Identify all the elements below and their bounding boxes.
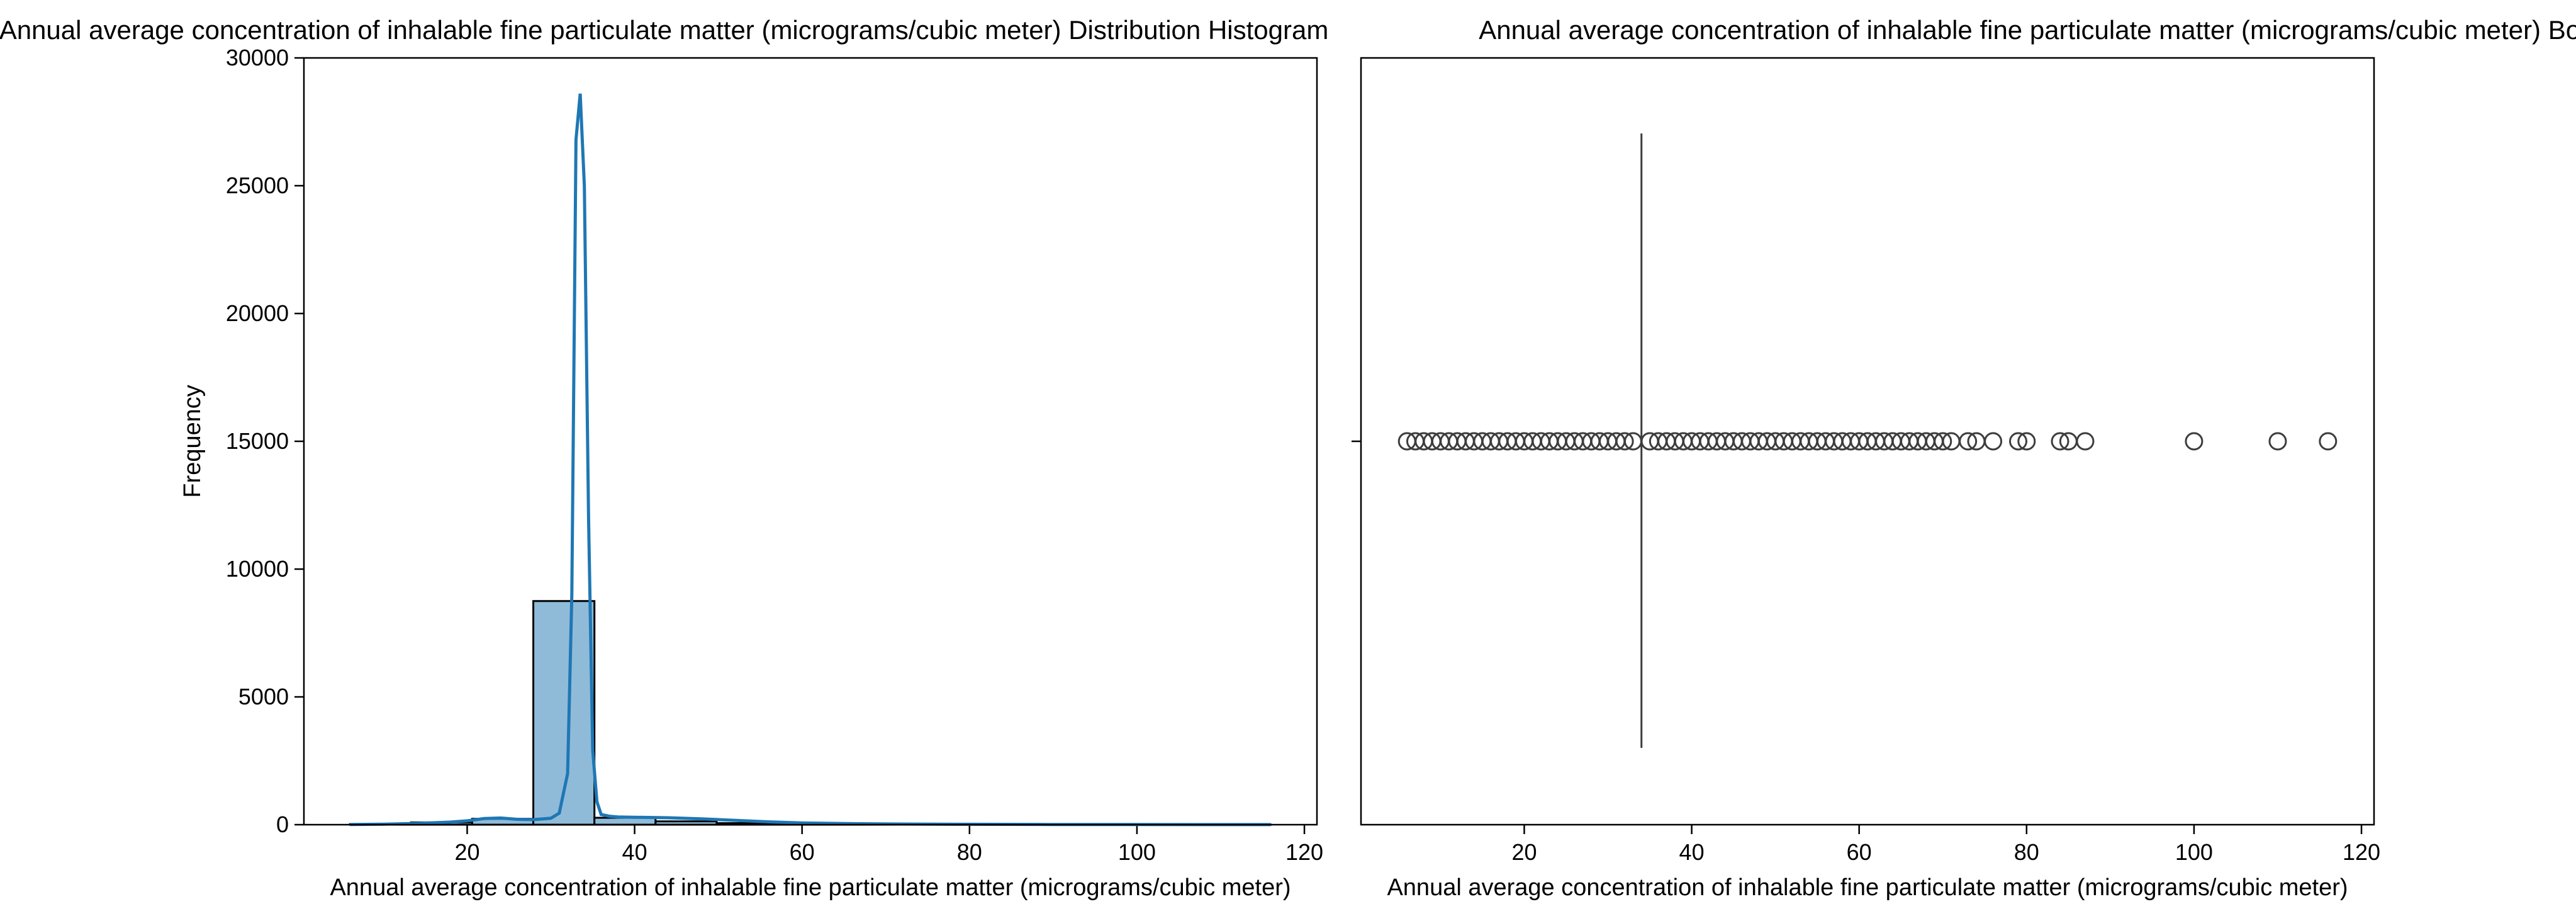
boxplot-x-tick-label: 20 [1511,839,1537,865]
histogram-y-tick-label: 15000 [226,428,289,454]
boxplot-x-axis: 20 40 60 80 100 120 [1511,825,2380,865]
boxplot-outlier-point [2319,432,2338,451]
histogram-y-tick-label: 5000 [238,684,289,709]
histogram-y-axis: 0 5000 10000 15000 20000 25000 30000 [226,45,304,837]
kde-curve [350,93,1271,827]
boxplot-panel: Annual average concentration of inhalabl… [1352,15,2576,901]
boxplot-frame [1360,57,2375,826]
histogram-y-tick-label: 20000 [226,300,289,326]
boxplot-outlier-point [2268,432,2287,451]
boxplot-outlier-point [2017,432,2036,451]
boxplot-outlier-point [1615,432,1634,451]
boxplot-x-axis-label: Annual average concentration of inhalabl… [1387,874,2348,901]
boxplot-outlier-point [1984,432,2003,451]
histogram-x-tick-label: 80 [957,839,982,865]
boxplot-x-tick-label: 80 [2014,839,2039,865]
boxplot-outlier-point [2185,432,2204,451]
boxplot-outlier-point [1934,432,1952,451]
histogram-panel: Annual average concentration of inhalabl… [0,15,1328,901]
boxplot-outlier-point [2076,432,2095,451]
histogram-x-axis-label: Annual average concentration of inhalabl… [330,874,1291,901]
histogram-x-tick-label: 40 [622,839,647,865]
histogram-y-tick-label: 0 [276,811,289,837]
boxplot-outlier-point [2009,432,2028,451]
boxplot-outlier-point [1959,432,1978,451]
boxplot-x-tick-label: 40 [1679,839,1705,865]
histogram-y-tick-label: 25000 [226,172,289,198]
histogram-x-tick-label: 20 [454,839,479,865]
boxplot-x-tick-label: 100 [2175,839,2213,865]
histogram-x-axis: 20 40 60 80 100 120 [454,825,1323,865]
histogram-x-tick-label: 60 [790,839,815,865]
boxplot-outlier-point [2051,432,2069,451]
histogram-y-tick-label: 10000 [226,556,289,582]
histogram-frame [303,57,1318,826]
boxplot-title: Annual average concentration of inhalabl… [1479,15,2576,45]
histogram-title: Annual average concentration of inhalabl… [0,15,1328,45]
boxplot-x-tick-label: 60 [1847,839,1872,865]
histogram-y-tick-label: 30000 [226,45,289,71]
boxplot-outliers [1397,432,2338,451]
histogram-bars [349,600,1272,826]
histogram-x-tick-label: 100 [1118,839,1156,865]
boxplot-x-tick-label: 120 [2343,839,2380,865]
histogram-x-tick-label: 120 [1285,839,1323,865]
histogram-y-axis-label: Frequency [179,385,206,498]
